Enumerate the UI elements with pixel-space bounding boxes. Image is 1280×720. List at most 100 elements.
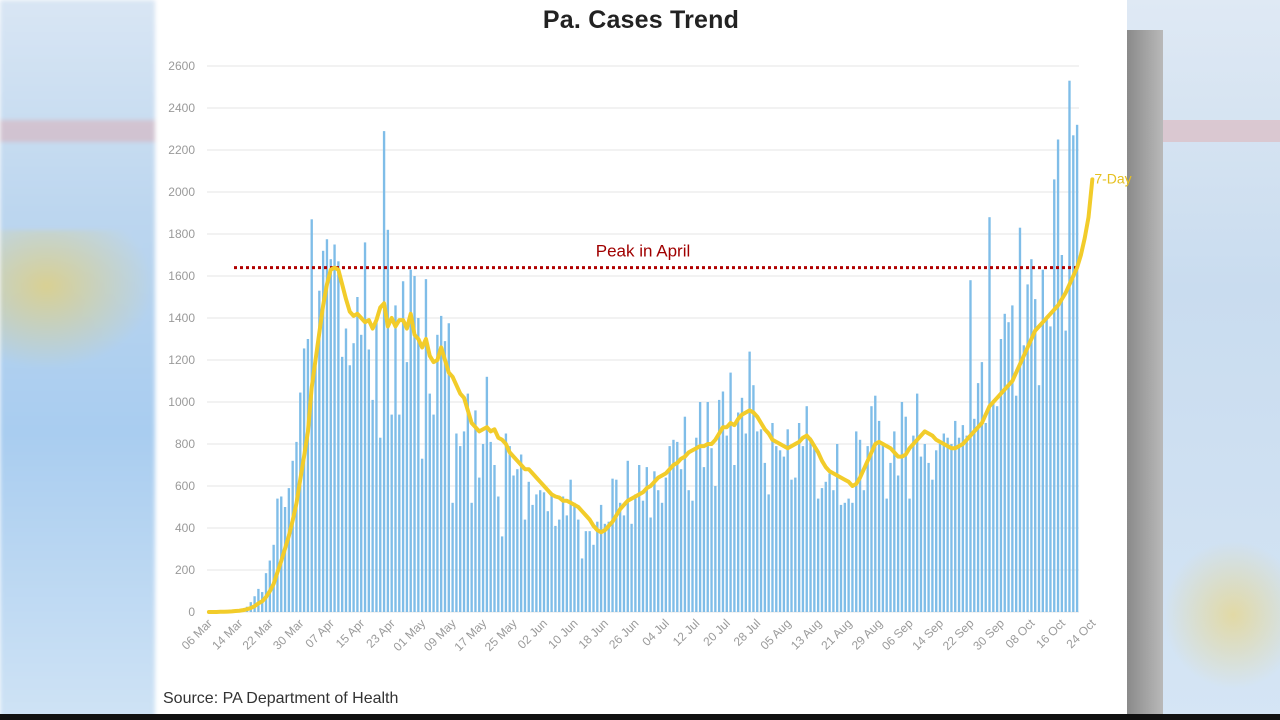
bar — [740, 397, 744, 612]
y-tick-label: 800 — [175, 437, 195, 451]
bar — [535, 494, 538, 612]
bar — [858, 439, 862, 612]
bar — [310, 219, 313, 613]
bar — [767, 494, 770, 612]
bar — [790, 479, 793, 612]
bar — [813, 444, 816, 612]
bar — [676, 441, 679, 612]
bar — [839, 504, 843, 612]
bar — [1075, 124, 1079, 613]
bar — [497, 496, 500, 612]
bar — [645, 467, 648, 612]
trend-line — [206, 177, 1095, 614]
bar — [550, 494, 553, 612]
bar — [691, 500, 694, 612]
x-tick-label: 08 Oct — [1003, 616, 1038, 651]
bar — [390, 414, 393, 612]
bar — [504, 433, 508, 612]
bar — [512, 475, 515, 612]
bar — [360, 334, 363, 612]
bar — [257, 588, 260, 612]
bar — [809, 437, 812, 612]
bar — [523, 519, 527, 612]
bar — [306, 339, 310, 612]
bar — [653, 471, 656, 612]
bar — [337, 261, 340, 612]
bar — [1007, 322, 1010, 612]
bar — [264, 573, 268, 612]
bar — [828, 473, 831, 612]
bar — [348, 365, 351, 612]
backdrop-band — [0, 120, 155, 142]
bar — [950, 444, 953, 612]
x-tick-label: 29 Aug — [849, 616, 885, 652]
x-tick-label: 24 Oct — [1064, 616, 1099, 651]
bar — [965, 435, 968, 612]
bar — [786, 429, 789, 612]
bar — [976, 383, 980, 612]
bar — [493, 465, 496, 612]
bar — [401, 281, 405, 612]
x-tick-label: 18 Jun — [576, 616, 611, 651]
bar — [782, 456, 786, 612]
x-tick-label: 01 May — [390, 616, 428, 654]
bar — [291, 460, 294, 612]
bar — [915, 393, 919, 612]
bar — [569, 479, 572, 612]
bar — [321, 250, 325, 613]
bar — [325, 239, 329, 612]
bar — [744, 433, 747, 612]
bar — [729, 372, 732, 612]
bar — [820, 488, 824, 612]
bar — [733, 465, 736, 612]
bar — [592, 544, 595, 612]
bar — [474, 410, 477, 612]
bar — [295, 441, 298, 612]
bar — [824, 481, 827, 612]
x-tick-label: 25 May — [482, 616, 520, 654]
bar — [801, 446, 805, 612]
bar — [927, 462, 930, 612]
bar — [1045, 318, 1048, 612]
bar — [938, 444, 942, 612]
backdrop-shadow — [1127, 30, 1163, 720]
backdrop-glow — [1163, 540, 1280, 690]
bar — [573, 502, 576, 612]
bar — [1060, 255, 1064, 612]
y-axis: 0 200 400 600 800 1000 1200 1400 1600 1800 2000 220… — [168, 59, 195, 619]
bar — [318, 290, 321, 612]
bar — [957, 437, 961, 612]
bar — [379, 437, 382, 612]
x-tick-label: 14 Sep — [909, 616, 946, 653]
bar — [394, 305, 397, 612]
bar — [988, 217, 991, 612]
x-tick-label: 07 Apr — [302, 616, 336, 650]
bar — [893, 431, 896, 612]
bar — [912, 435, 915, 612]
bottom-bar — [0, 714, 1280, 720]
bar — [516, 469, 519, 612]
bar — [371, 399, 374, 612]
bar — [634, 494, 637, 612]
bar — [630, 523, 633, 612]
bar — [698, 402, 702, 612]
bar — [462, 431, 466, 612]
bar — [836, 444, 839, 612]
bar — [558, 519, 561, 612]
peak-label: Peak in April — [596, 242, 691, 261]
y-tick-label: 600 — [175, 479, 195, 493]
bar — [618, 502, 622, 612]
bar — [870, 406, 873, 612]
x-tick-label: 22 Mar — [240, 616, 276, 652]
bar — [405, 362, 409, 612]
bar — [481, 444, 485, 612]
bar — [638, 465, 641, 612]
bar — [626, 460, 629, 612]
bar — [847, 498, 850, 612]
bar — [710, 448, 713, 612]
bar — [314, 366, 317, 612]
bar — [409, 269, 412, 612]
bar — [752, 385, 755, 612]
bar — [417, 318, 420, 612]
